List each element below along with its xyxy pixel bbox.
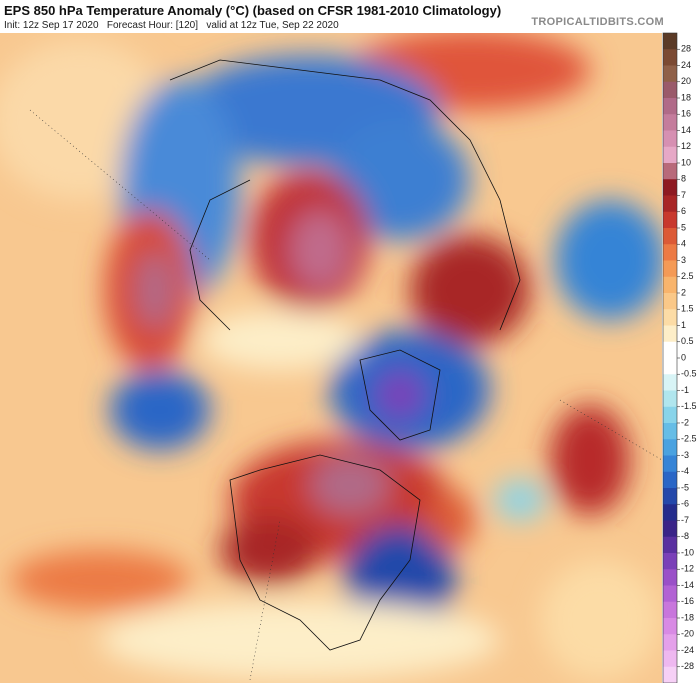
colorbar-segment (663, 211, 677, 229)
colorbar-segment (663, 488, 677, 505)
colorbar-segment (663, 130, 677, 148)
colorbar-label: -8 (681, 531, 689, 541)
coastlines (169, 59, 521, 651)
colorbar-segment (663, 374, 677, 391)
colorbar: 28 24 20 18 16 14 12 10 8 7 6 5 4 3 2.5 2 1.5 1 0.5 0 -0.5 -1… (662, 32, 697, 683)
colorbar-label: 7 (681, 190, 686, 200)
colorbar-segment (663, 195, 677, 213)
colorbar-segment (663, 536, 677, 554)
colorbar-segment (663, 276, 677, 294)
colorbar-label: 28 (681, 44, 691, 54)
colorbar-segment (663, 358, 677, 375)
colorbar-label: -1.5 (681, 401, 697, 411)
colorbar-segment (663, 325, 677, 343)
anomaly-field (0, 33, 662, 683)
colorbar-label: -0.5 (681, 369, 697, 379)
colorbar-label: 1.5 (681, 304, 694, 314)
colorbar-segment (663, 390, 677, 408)
colorbar-segment (663, 471, 677, 489)
colorbar-segment (663, 114, 677, 131)
colorbar-segment (663, 520, 677, 538)
colorbar-label: -7 (681, 515, 689, 525)
colorbar-label: 0.5 (681, 336, 694, 346)
colorbar-segment (663, 341, 677, 359)
colorbar-label: -14 (681, 580, 694, 590)
colorbar-segment (663, 98, 677, 115)
colorbar-label: 10 (681, 157, 691, 167)
colorbar-label: -24 (681, 645, 694, 655)
colorbar-segment (663, 146, 677, 164)
colorbar-segment (663, 260, 677, 278)
colorbar-label: 6 (681, 206, 686, 216)
colorbar-label: -5 (681, 482, 689, 492)
colorbar-label: 12 (681, 141, 691, 151)
colorbar-segment (663, 309, 677, 326)
colorbar-label: 2 (681, 287, 686, 297)
colorbar-label: 3 (681, 255, 686, 265)
colorbar-segment (663, 504, 677, 521)
colorbar-label: 0 (681, 352, 686, 362)
colorbar-label: 18 (681, 92, 691, 102)
colorbar-label: -10 (681, 547, 694, 557)
colorbar-segment (663, 244, 677, 261)
colorbar-label: -6 (681, 499, 689, 509)
colorbar-label: -3 (681, 450, 689, 460)
colorbar-segment (663, 163, 677, 180)
colorbar-label: -28 (681, 661, 694, 671)
colorbar-label: 14 (681, 125, 691, 135)
colorbar-segment (663, 49, 677, 66)
colorbar-label: 16 (681, 109, 691, 119)
colorbar-label: -20 (681, 629, 694, 639)
colorbar-label: 24 (681, 60, 691, 70)
colorbar-segment (663, 618, 677, 635)
colorbar-label: 5 (681, 222, 686, 232)
colorbar-label: 8 (681, 174, 686, 184)
colorbar-segment (663, 33, 677, 50)
colorbar-segment (663, 81, 677, 99)
colorbar-label: -2.5 (681, 434, 697, 444)
colorbar-segment (663, 569, 677, 586)
colorbar-label: -4 (681, 466, 689, 476)
colorbar-label: -2 (681, 417, 689, 427)
colorbar-segment (663, 179, 677, 196)
colorbar-segment (663, 650, 677, 668)
title: EPS 850 hPa Temperature Anomaly (°C) (ba… (4, 3, 502, 18)
colorbar-segment (663, 634, 677, 651)
colorbar-label: 2.5 (681, 271, 694, 281)
subtitle: Init: 12z Sep 17 2020 Forecast Hour: [12… (4, 20, 339, 31)
colorbar-segment (663, 65, 677, 83)
colorbar-segment (663, 585, 677, 603)
colorbar-segment (663, 293, 677, 310)
colorbar-label: -16 (681, 596, 694, 606)
colorbar-label: 4 (681, 239, 686, 249)
colorbar-segment (663, 455, 677, 473)
colorbar-segment (663, 406, 677, 424)
colorbar-segment (663, 666, 677, 683)
colorbar-segment (663, 439, 677, 456)
colorbar-segment (663, 553, 677, 570)
colorbar-label: 20 (681, 76, 691, 86)
colorbar-segment (663, 423, 677, 440)
colorbar-label: -18 (681, 612, 694, 622)
colorbar-label: 1 (681, 320, 686, 330)
watermark: TROPICALTIDBITS.COM (531, 16, 664, 28)
colorbar-label: -1 (681, 385, 689, 395)
colorbar-segment (663, 228, 677, 245)
colorbar-label: -12 (681, 564, 694, 574)
colorbar-segment (663, 601, 677, 619)
